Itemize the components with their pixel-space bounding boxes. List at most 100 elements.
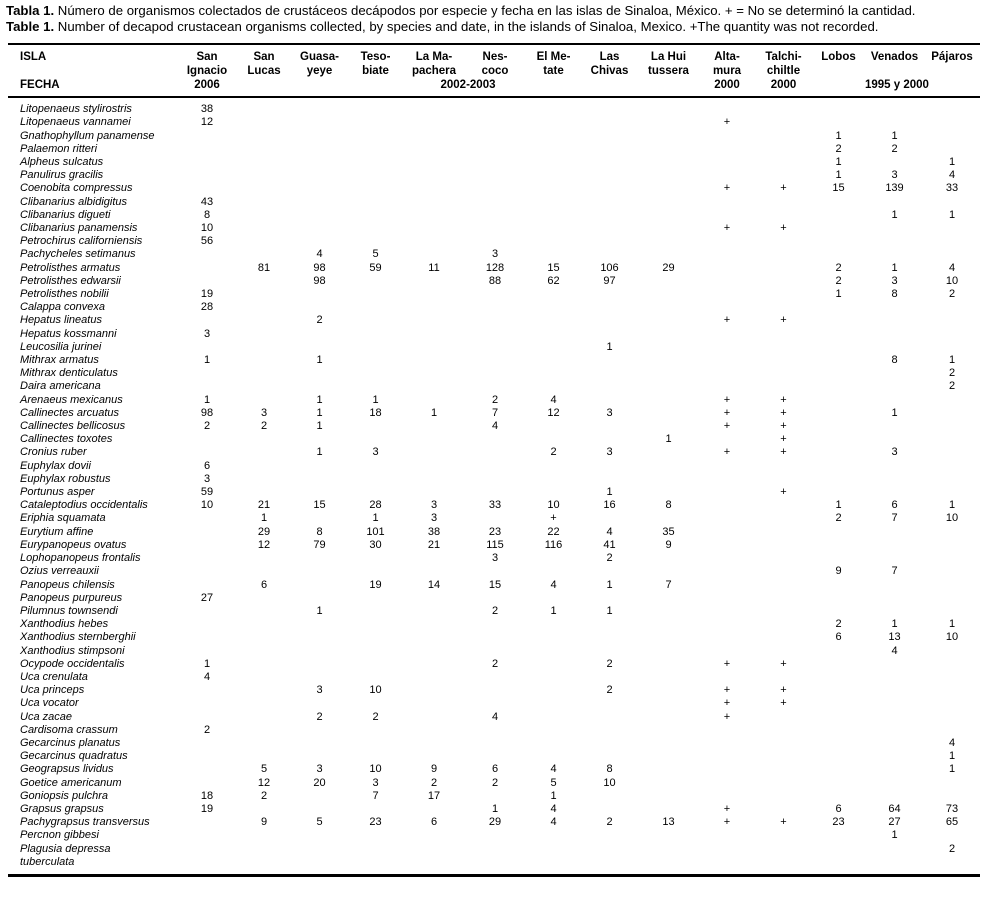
count-cell — [581, 420, 638, 433]
count-cell — [526, 645, 581, 658]
count-cell — [526, 116, 581, 129]
count-cell — [581, 143, 638, 156]
count-cell — [581, 116, 638, 129]
count-cell — [347, 486, 404, 499]
count-cell — [347, 354, 404, 367]
count-cell: + — [723, 697, 731, 710]
count-cell — [812, 605, 865, 618]
count-cell — [812, 579, 865, 592]
count-cell — [292, 222, 347, 235]
table-row: Mithrax armatus 1 1 8 1 — [8, 354, 980, 367]
count-cell — [812, 671, 865, 684]
count-cell — [292, 116, 347, 129]
count-cell — [755, 143, 812, 156]
count-cell — [347, 737, 404, 750]
count-cell — [236, 829, 292, 842]
table-caption: Tabla 1. Número de organismos colectados… — [6, 3, 990, 34]
count-cell — [581, 618, 638, 631]
count-cell — [464, 380, 526, 393]
species-name: Panopeus chilensis — [20, 578, 115, 591]
count-cell — [347, 671, 404, 684]
species-name: Cronius ruber — [20, 446, 87, 459]
count-cell — [347, 275, 404, 288]
table-row: Pachygrapsus transversus 9 5 23 6 29 4 2 13 + +23 2… — [8, 816, 980, 829]
table-row: Hepatus lineatus 2 + + — [8, 314, 980, 327]
species-name: Panulirus gracilis — [20, 169, 104, 182]
count-cell — [812, 526, 865, 539]
count-cell — [924, 829, 980, 842]
table-row: Gecarcinus planatus 4 — [8, 737, 980, 750]
count-cell: 1 — [948, 763, 956, 776]
count-cell: 29 — [257, 525, 271, 538]
count-cell: 6 — [835, 631, 842, 644]
column-header-nescoco: Nes-coco — [464, 44, 526, 99]
count-cell — [464, 486, 526, 499]
count-cell — [581, 724, 638, 737]
column-header-san-lucas: San Lucas — [236, 44, 292, 99]
count-cell — [638, 394, 699, 407]
count-cell — [292, 790, 347, 803]
count-cell — [292, 565, 347, 578]
count-cell — [581, 248, 638, 261]
count-cell — [699, 539, 755, 552]
count-cell — [236, 684, 292, 697]
count-cell: 1 — [316, 393, 323, 406]
count-cell — [292, 341, 347, 354]
count-cell: 2 — [835, 274, 842, 287]
count-cell — [236, 697, 292, 710]
count-cell: 2 — [203, 723, 211, 736]
count-cell: 1 — [891, 406, 898, 419]
count-cell — [699, 341, 755, 354]
count-cell: + — [780, 406, 787, 419]
species-name: Mithrax armatus — [20, 354, 99, 367]
table-row: Eurypanopeus ovatus 12 79 30 21 115 116 41 9 — [8, 539, 980, 552]
count-cell — [865, 763, 924, 776]
count-cell — [464, 512, 526, 525]
count-cell: + — [723, 446, 731, 459]
table-row: Petrolisthes nobilii 19 1 8 2 — [8, 288, 980, 301]
count-cell — [526, 130, 581, 143]
count-cell — [464, 631, 526, 644]
count-cell — [236, 116, 292, 129]
count-cell — [236, 724, 292, 737]
count-cell — [865, 724, 924, 737]
column-header-las-chivas: Las Chivas — [581, 44, 638, 99]
count-cell — [699, 737, 755, 750]
count-cell — [526, 248, 581, 261]
count-cell — [236, 288, 292, 301]
count-cell — [404, 130, 464, 143]
count-cell — [526, 288, 581, 301]
count-cell: 1 — [372, 393, 379, 406]
count-cell — [924, 420, 980, 433]
count-cell — [638, 473, 699, 486]
count-cell — [755, 645, 812, 658]
count-cell — [464, 645, 526, 658]
count-cell: 4 — [606, 525, 613, 538]
count-cell — [292, 460, 347, 473]
table-row: Litopenaeus vannamei 12 + — [8, 116, 980, 129]
count-cell — [812, 314, 865, 327]
count-cell — [865, 314, 924, 327]
count-cell — [755, 711, 812, 724]
count-cell — [526, 420, 581, 433]
count-cell — [292, 473, 347, 486]
count-cell — [526, 235, 581, 248]
count-cell — [292, 724, 347, 737]
species-name: Panopeus purpureus — [20, 591, 123, 604]
count-cell: 28 — [369, 499, 382, 512]
count-cell: 15 — [547, 261, 560, 274]
count-cell — [924, 684, 980, 697]
count-cell — [464, 829, 526, 842]
count-cell — [404, 829, 464, 842]
count-cell — [812, 460, 865, 473]
count-cell — [755, 196, 812, 209]
count-cell — [812, 486, 865, 499]
row-header-isla-fecha: ISLA FECHA — [8, 44, 178, 99]
count-cell: + — [723, 684, 731, 697]
count-cell: 3 — [203, 327, 211, 340]
count-cell: 19 — [369, 578, 382, 591]
count-cell — [347, 592, 404, 605]
species-name: Petrolisthes armatus — [20, 261, 121, 274]
count-cell — [178, 711, 236, 724]
count-cell — [812, 645, 865, 658]
